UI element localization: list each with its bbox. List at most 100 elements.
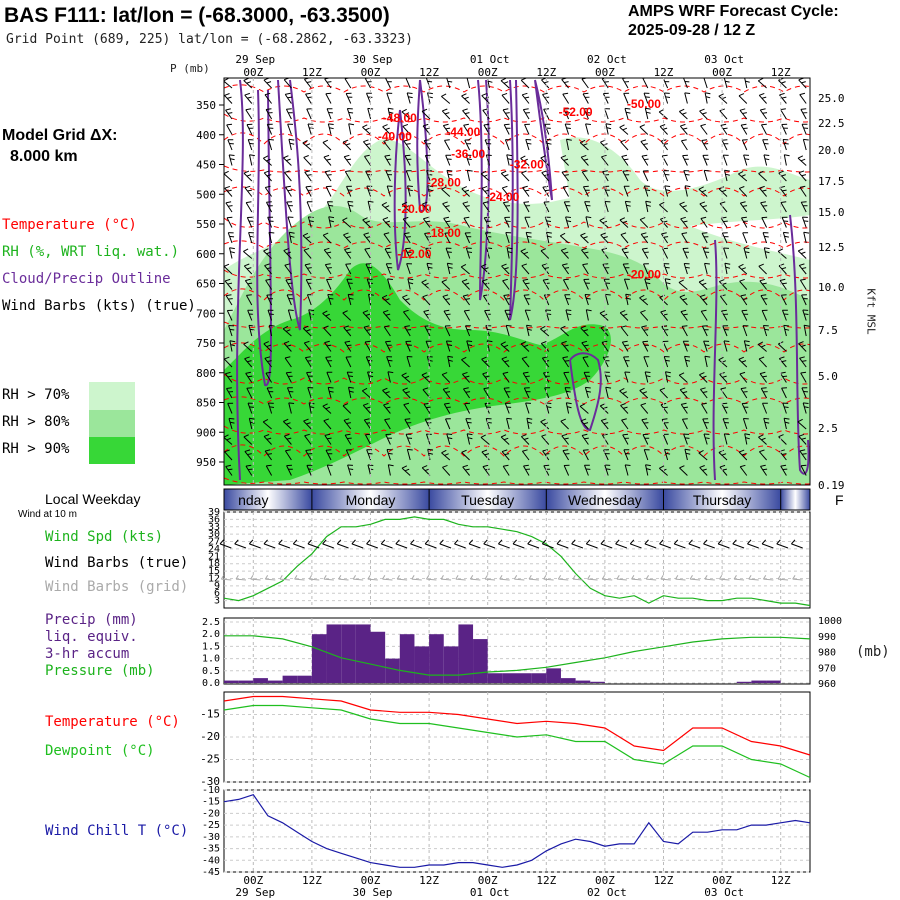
temperature-label: -32.00 [510,158,544,172]
wind-barb-staff [402,218,411,228]
wind-barb-flag [247,96,252,99]
wind-barb [342,217,352,228]
wind-barb-flag [684,344,690,346]
wind-barb [244,278,253,290]
wind-barb [407,185,413,197]
wind-barb [224,185,233,197]
wind-barb-staff [306,294,312,306]
top-hour-label: 12Z [771,66,791,79]
wind-barb-staff [778,343,787,352]
wind-barb-staff [559,235,569,244]
wind-barb-flag [503,294,510,296]
cloud-outline [569,352,602,432]
wind-barb-flag [444,232,451,234]
wind-barb-flag [781,96,787,99]
wind-barb-flag [544,267,549,269]
wind-barb-staff [283,157,292,166]
wind-barb-staff [284,357,292,368]
wind-barb-flag [624,81,629,83]
wind-barb-flag [526,417,533,420]
wind-barb-flag [421,108,428,112]
wind-barb-flag [761,216,768,219]
wind-barb-flag [520,155,526,159]
cloud-outline [712,239,718,481]
wind-barb-flag [266,267,272,270]
wind-barb [743,247,750,259]
wind-barb-staff [382,311,391,321]
wind-barb [678,372,688,383]
wind-barb [581,247,589,259]
precip-bar [385,658,400,683]
precip-tick: 2.0 [202,629,220,640]
wind-barb [602,92,610,104]
wind-barb-flag [363,402,369,406]
wind-barb-staff [543,372,550,383]
wind-barb-staff [287,309,292,321]
wind-barb [286,294,294,306]
wind-barb [566,138,572,151]
wind-barb-staff [701,140,708,151]
wind-barb-flag [565,112,571,114]
wind-barb-flag [362,217,368,221]
wind-barb-staff [282,328,292,337]
wind-barb-flag [465,391,471,393]
wind-barb [760,201,768,213]
wind-barb-flag [250,421,255,424]
wind-barb-staff [247,402,253,414]
wind-barb-staff [580,420,589,430]
precip-tick: 0.0 [202,678,220,689]
wind-barb-staff [641,248,649,259]
wind-barb-staff [562,357,570,368]
wind-barb-flag [503,387,510,389]
wind-barb [661,325,669,337]
wind-barb-flag [305,236,311,239]
wind-barb-flag [507,158,513,161]
wind-barb-staff [601,342,609,352]
wind-barb [343,232,352,244]
wind-barb [602,263,610,275]
wind-barb-flag [540,418,546,423]
wind-barb-staff [245,373,253,383]
wind-barb-flag [225,201,232,204]
wind-barb-flag [402,294,408,298]
wind-barb [781,309,789,321]
wind-barb-flag [342,217,348,221]
wind-barb-staff [243,80,253,89]
wind-barb-flag [525,309,531,311]
wind-barb [264,185,273,197]
wind-barb-flag [623,406,628,409]
top-hour-label: 12Z [419,66,439,79]
wind-barb [444,232,451,244]
wind-barb-flag [762,282,767,285]
wind-barb-staff [581,249,589,259]
wind-barb-flag [249,142,255,145]
wind-barb-flag [744,158,750,161]
wind-barb-flag [503,174,509,177]
wind-barb [264,263,272,275]
wind-barb-flag [265,371,272,374]
wind-barb-flag [385,127,390,131]
wind-barb [762,139,769,151]
wind-barb-staff [540,328,550,337]
wind-barb-staff [540,157,550,166]
wind-barb-flag [763,417,770,420]
legend-temperature: Temperature (°C) [2,217,137,233]
wind-barb [663,92,671,104]
wind-barb [722,418,729,430]
wind-barb-flag [447,158,452,160]
wind-barb-staff [760,295,768,306]
wind-barb-staff [386,185,391,197]
wind-barb-flag [348,375,354,377]
precip-bar [487,673,503,683]
wind-barb-flag [403,402,410,406]
wind-barb [797,155,807,166]
wind-barb-staff [782,232,787,244]
wind-barb-staff [441,188,451,197]
wind-barb-staff [782,402,787,414]
wind-barb-flag [327,201,333,203]
wind-barb [362,402,371,414]
wind-barb-flag [503,81,509,84]
wind-barb-flag [723,154,729,156]
wind-barb-flag [504,360,509,363]
wind-barb-flag [700,387,706,390]
